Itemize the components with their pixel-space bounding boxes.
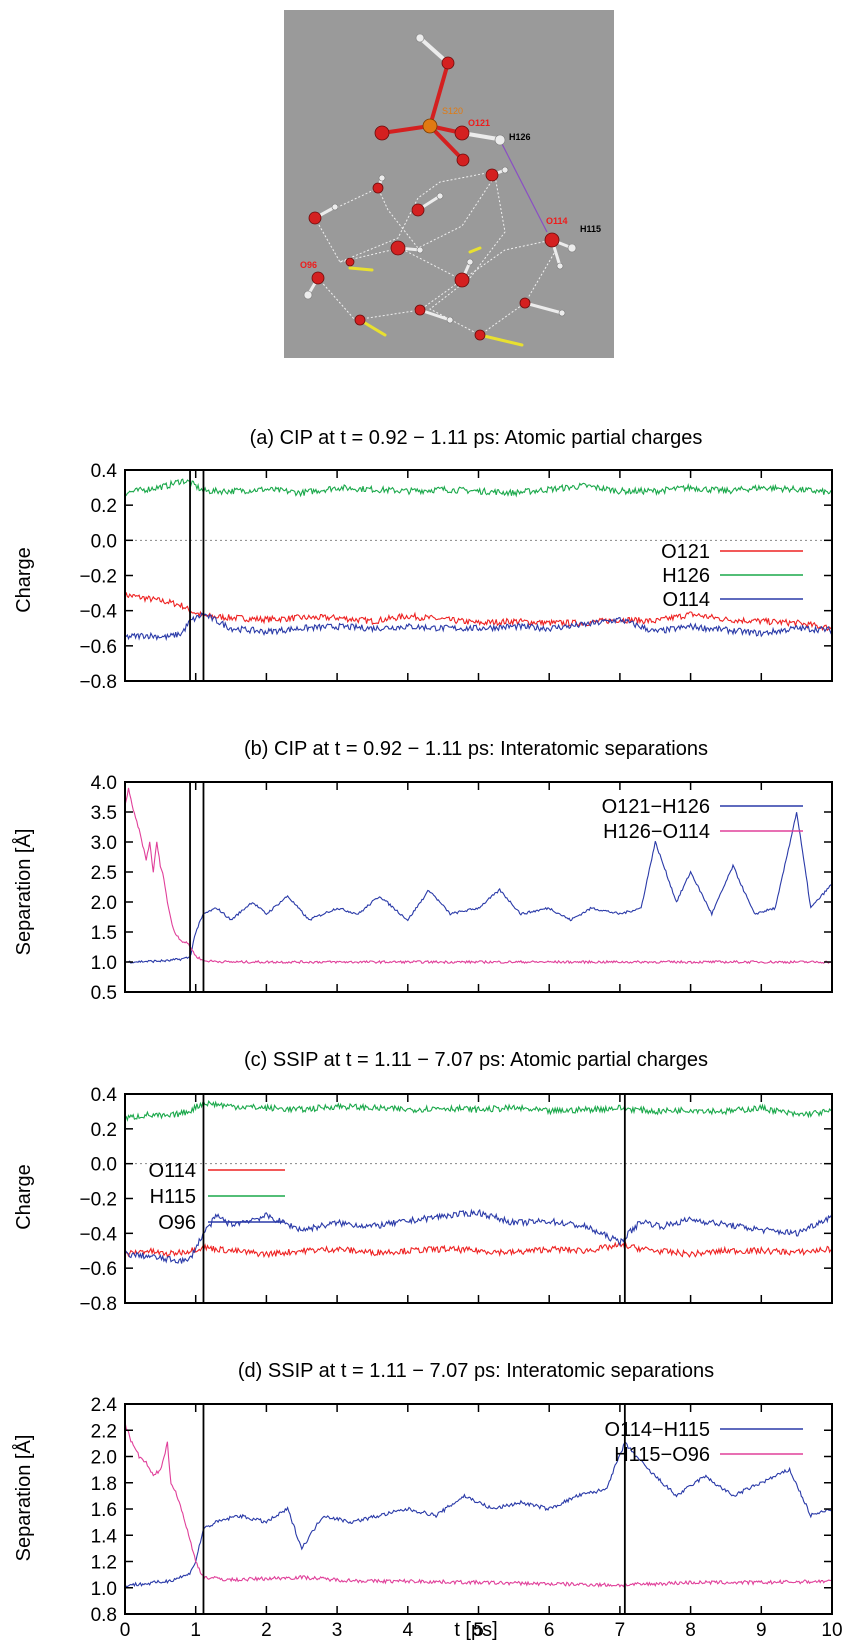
panel-b-plot: 4.0 3.5 3.0 2.5 2.0 1.5 1.0 0.5	[91, 773, 833, 1004]
ytick-label-1-2: 3.0	[91, 833, 117, 854]
ytick-label-1-6: 1.0	[91, 953, 117, 974]
label-h115: H115	[580, 224, 601, 234]
panel-a-legend: O121 H126 O114	[661, 541, 803, 611]
xtick-label-9: 9	[756, 1620, 767, 1641]
series-line-2-0	[124, 1241, 833, 1259]
xtick-label-0: 0	[120, 1620, 131, 1641]
ytick-label-3-6: 1.2	[91, 1553, 117, 1574]
legend-c-h115: H115	[150, 1186, 196, 1208]
legend-c-o96: O96	[158, 1212, 196, 1234]
x-axis-label: t [ps]	[454, 1619, 497, 1641]
plot-frame-1	[124, 781, 833, 993]
legend-c-o114: O114	[149, 1160, 196, 1182]
ytick-label-0-6: −0.8	[79, 672, 117, 693]
ytick-label-2-4: −0.4	[79, 1224, 117, 1245]
ytick-label-0-5: −0.6	[79, 637, 117, 658]
ytick-label-3-8: 0.8	[91, 1605, 117, 1626]
label-o96: O96	[300, 260, 317, 270]
legend-d-o114-h115: O114−H115	[605, 1419, 710, 1441]
legend-a-o114: O114	[663, 589, 710, 611]
ytick-label-3-4: 1.6	[91, 1500, 117, 1521]
label-o121: O121	[468, 118, 490, 128]
ytick-label-2-2: 0.0	[91, 1155, 117, 1176]
panel-d-legend: O114−H115 H115−O96	[605, 1419, 803, 1466]
series-line-2-1	[124, 1099, 833, 1122]
panel-b: (b) CIP at t = 0.92 − 1.11 ps: Interatom…	[12, 738, 833, 1004]
series-line-2-2	[124, 1208, 833, 1264]
ytick-label-2-3: −0.2	[79, 1190, 117, 1211]
panel-a-title: (a) CIP at t = 0.92 − 1.11 ps: Atomic pa…	[250, 427, 703, 449]
xtick-label-1: 1	[190, 1620, 201, 1641]
panel-a-plot: 0.4 0.2 0.0 −0.2 −0.4 −0.6 −0.8	[79, 461, 833, 693]
series-line-1-0	[124, 812, 833, 964]
panel-d: (d) SSIP at t = 1.11 − 7.07 ps: Interato…	[12, 1360, 843, 1641]
legend-b-o121-h126: O121−H126	[602, 796, 710, 818]
ytick-label-0-4: −0.4	[79, 602, 117, 623]
ytick-label-3-0: 2.4	[91, 1395, 118, 1416]
panel-a-ylabel: Charge	[13, 547, 35, 613]
ytick-label-0-2: 0.0	[91, 531, 117, 552]
xtick-label-4: 4	[403, 1620, 414, 1641]
ytick-label-3-7: 1.0	[91, 1579, 117, 1600]
panel-d-plot: 2.4 2.2 2.0 1.8 1.6 1.4 1.2 1.0 0.80 1 2 3 4 5 6 7 8 9 10	[91, 1395, 843, 1641]
ytick-label-0-0: 0.4	[91, 461, 118, 482]
panel-b-ylabel: Separation [Å]	[12, 829, 35, 956]
ytick-label-3-2: 2.0	[91, 1448, 117, 1469]
panel-a: (a) CIP at t = 0.92 − 1.11 ps: Atomic pa…	[13, 427, 833, 693]
ytick-label-1-4: 2.0	[91, 893, 117, 914]
ytick-label-1-7: 0.5	[91, 983, 117, 1004]
plot-frame-2	[124, 1093, 833, 1304]
panel-d-title: (d) SSIP at t = 1.11 − 7.07 ps: Interato…	[238, 1360, 714, 1382]
series-line-1-1	[124, 787, 833, 965]
ytick-label-1-3: 2.5	[91, 863, 117, 884]
h126-o114-link	[499, 139, 548, 233]
series-line-0-2	[125, 612, 833, 642]
panel-b-legend: O121−H126 H126−O114	[602, 796, 803, 843]
ytick-label-1-1: 3.5	[91, 803, 117, 824]
ytick-label-3-3: 1.8	[91, 1474, 117, 1495]
panel-c-legend: O114 H115 O96	[149, 1160, 285, 1234]
panel-d-ylabel: Separation [Å]	[12, 1435, 35, 1562]
sulfur-atom	[422, 118, 438, 134]
ytick-label-2-0: 0.4	[91, 1085, 118, 1106]
ytick-label-0-3: −0.2	[79, 567, 117, 588]
molecule-snapshot: S120 O121 H126 O114 H115 O96	[284, 10, 614, 358]
xtick-label-10: 10	[821, 1620, 842, 1641]
panel-c-plot: 0.4 0.2 0.0 −0.2 −0.4 −0.6 −0.8	[79, 1085, 833, 1315]
ytick-label-1-5: 1.5	[91, 923, 117, 944]
ytick-label-2-1: 0.2	[91, 1120, 117, 1141]
hydrogen-atoms	[303, 33, 577, 324]
label-s120: S120	[442, 106, 463, 116]
xtick-label-2: 2	[261, 1620, 272, 1641]
panel-b-title: (b) CIP at t = 0.92 − 1.11 ps: Interatom…	[244, 738, 708, 760]
ytick-label-0-1: 0.2	[91, 496, 117, 517]
ytick-label-2-5: −0.6	[79, 1259, 117, 1280]
label-o114: O114	[546, 216, 568, 226]
xtick-label-8: 8	[685, 1620, 696, 1641]
ytick-label-2-6: −0.8	[79, 1294, 117, 1315]
legend-b-h126-o114: H126−O114	[603, 821, 710, 843]
panel-c: (c) SSIP at t = 1.11 − 7.07 ps: Atomic p…	[13, 1049, 833, 1315]
xtick-label-3: 3	[332, 1620, 343, 1641]
legend-d-h115-o96: H115−O96	[614, 1444, 710, 1466]
series-line-0-1	[124, 478, 833, 498]
legend-a-h126: H126	[662, 565, 710, 587]
ytick-label-3-5: 1.4	[91, 1526, 118, 1547]
series-line-0-0	[124, 592, 833, 632]
label-h126: H126	[509, 132, 531, 142]
ytick-label-1-0: 4.0	[91, 773, 117, 794]
series-line-3-0	[124, 1442, 833, 1588]
series-line-3-1	[124, 1421, 833, 1588]
xtick-label-6: 6	[544, 1620, 555, 1641]
xtick-label-7: 7	[615, 1620, 626, 1641]
xtick-label-5: 5	[473, 1620, 484, 1641]
legend-a-o121: O121	[661, 541, 710, 563]
ytick-label-3-1: 2.2	[91, 1421, 117, 1442]
panel-c-title: (c) SSIP at t = 1.11 − 7.07 ps: Atomic p…	[244, 1049, 708, 1071]
oxygen-atoms	[308, 56, 560, 341]
panel-c-ylabel: Charge	[13, 1164, 35, 1230]
